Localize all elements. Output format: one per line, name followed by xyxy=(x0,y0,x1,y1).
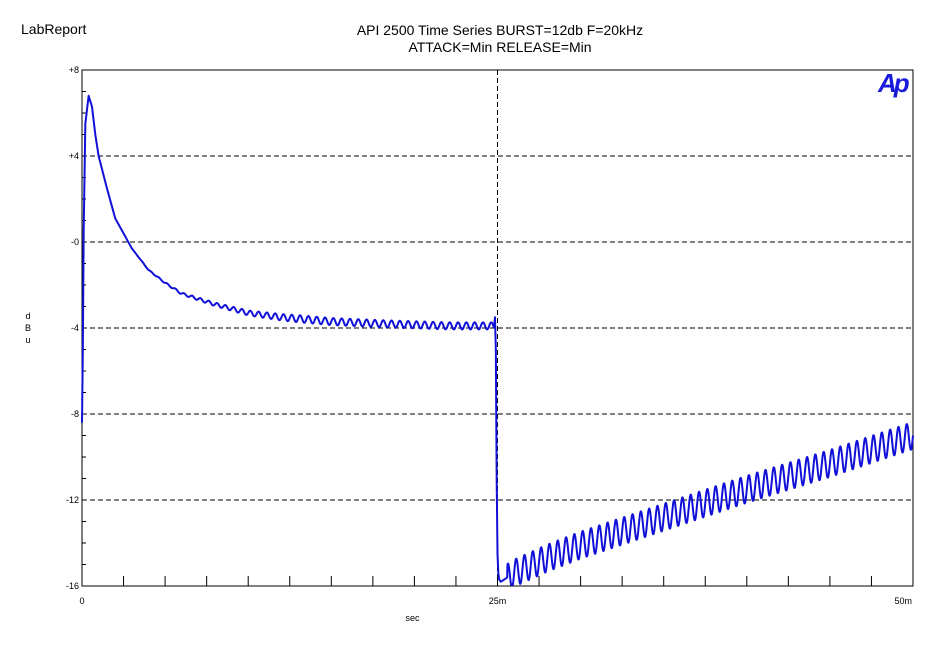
brand-label: LabReport xyxy=(21,21,87,37)
chart-title-line-2: ATTACK=Min RELEASE=Min xyxy=(408,39,592,55)
y-tick-label: -8 xyxy=(71,409,79,419)
y-tick-label: -4 xyxy=(71,323,79,333)
ap-logo: Ap xyxy=(878,68,910,98)
x-tick-labels: 0 25m 50m xyxy=(79,596,912,606)
chart-title-line-1: API 2500 Time Series BURST=12db F=20kHz xyxy=(356,22,644,38)
y-axis-label-letter: u xyxy=(25,335,30,345)
y-tick-label: -0 xyxy=(71,237,79,247)
x-tick-label: 25m xyxy=(489,596,507,606)
y-tick-label: +4 xyxy=(69,151,79,161)
x-tick-label: 0 xyxy=(79,596,84,606)
y-axis-label-letter: d xyxy=(25,311,30,321)
y-tick-label: -12 xyxy=(66,495,79,505)
minor-ticks xyxy=(82,91,872,586)
grid-lines xyxy=(82,70,913,586)
x-tick-label: 50m xyxy=(894,596,912,606)
x-axis-label: sec xyxy=(405,613,420,623)
y-tick-label: -16 xyxy=(66,581,79,591)
y-axis-label-letter: B xyxy=(25,323,31,333)
y-axis-label: dBu xyxy=(25,311,31,345)
y-tick-label: +8 xyxy=(69,65,79,75)
series-line xyxy=(81,94,914,586)
y-tick-labels: +8 +4 -0 -4 -8 -12 -16 xyxy=(66,65,79,591)
